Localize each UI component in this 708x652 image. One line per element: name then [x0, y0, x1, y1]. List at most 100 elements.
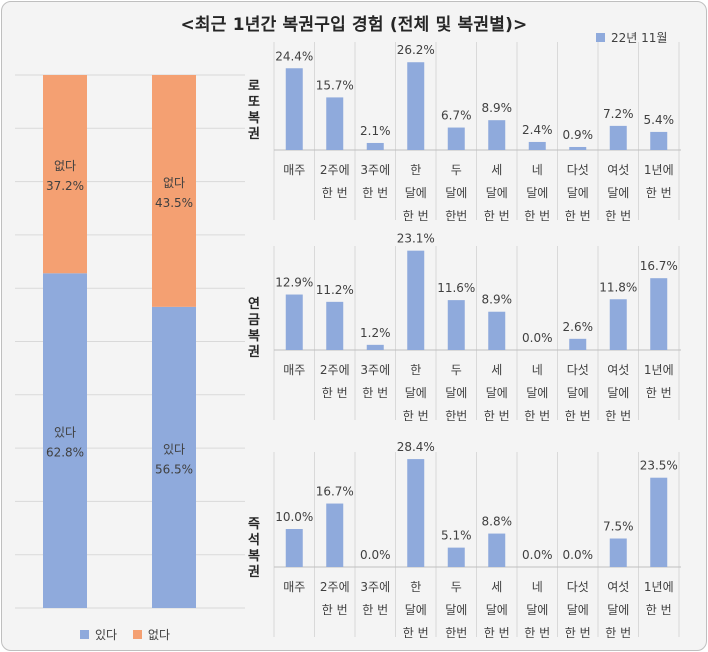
category-label-lotto-1: 매주	[283, 163, 305, 177]
legend-swatch-no	[132, 630, 142, 639]
bar-yes-2	[152, 306, 196, 608]
category-label-lotto-2: 2주에 한 번	[320, 163, 350, 200]
bar-lotto-7	[528, 141, 546, 150]
bar-instant-1	[285, 529, 303, 567]
bar-lotto-8	[569, 146, 587, 150]
value-label-instant-10: 23.5%	[640, 459, 678, 473]
bar-instant-5	[447, 547, 465, 567]
bar-instant-2	[326, 503, 344, 567]
data-label-no-2: 없다 43.5%	[155, 176, 193, 210]
bar-lotto-6	[488, 120, 506, 150]
value-label-pension-7: 0.0%	[522, 331, 553, 345]
category-label-pension-2: 2주에 한 번	[320, 363, 350, 400]
value-label-lotto-1: 24.4%	[275, 49, 313, 63]
bar-pension-5	[447, 300, 465, 350]
value-label-lotto-4: 26.2%	[397, 43, 435, 57]
bar-pension-9	[609, 299, 627, 350]
value-label-instant-4: 28.4%	[397, 440, 435, 454]
legend-item-no: 없다	[132, 626, 170, 643]
category-label-pension-6: 세 달에 한 번	[484, 363, 510, 423]
category-label-instant-8: 다섯 달에 한 번	[565, 580, 591, 640]
category-label-lotto-4: 한 달에 한 번	[403, 163, 429, 223]
value-label-instant-7: 0.0%	[522, 548, 553, 562]
value-label-pension-9: 11.8%	[599, 280, 637, 294]
top-legend: 22년 11월	[596, 29, 667, 46]
category-label-lotto-6: 세 달에 한 번	[484, 163, 510, 223]
bar-pension-1	[285, 294, 303, 350]
bar-lotto-1	[285, 68, 303, 150]
data-label-yes-2: 있다 56.5%	[155, 442, 193, 476]
value-label-instant-3: 0.0%	[360, 548, 391, 562]
bar-pension-8	[569, 338, 587, 350]
value-label-lotto-2: 15.7%	[316, 78, 354, 92]
category-label-pension-8: 다섯 달에 한 번	[565, 363, 591, 423]
category-label-lotto-10: 1년에 한 번	[644, 163, 674, 200]
category-label-instant-10: 1년에 한 번	[644, 580, 674, 617]
value-label-instant-6: 8.8%	[482, 515, 513, 529]
bar-pension-3	[366, 344, 384, 350]
value-label-pension-10: 16.7%	[640, 259, 678, 273]
value-label-lotto-10: 5.4%	[644, 113, 675, 127]
bar-lotto-5	[447, 127, 465, 150]
bar-lotto-4	[407, 62, 425, 151]
bar-pension-10	[650, 278, 668, 350]
bar-instant-4	[407, 459, 425, 567]
legend-swatch-yes	[79, 630, 89, 639]
legend-label-no: 없다	[147, 628, 170, 642]
category-label-lotto-9: 여섯 달에 한 번	[605, 163, 631, 223]
category-label-instant-9: 여섯 달에 한 번	[605, 580, 631, 640]
category-label-instant-4: 한 달에 한 번	[403, 580, 429, 640]
value-label-pension-8: 2.6%	[563, 320, 594, 334]
value-label-lotto-3: 2.1%	[360, 124, 391, 138]
bar-no-1	[43, 75, 87, 274]
legend-label-yes: 있다	[94, 628, 118, 642]
category-label-lotto-7: 네 달에 한 번	[524, 163, 550, 223]
chart-title: <최근 1년간 복권구입 경험 (전체 및 복권별)>	[180, 15, 528, 35]
legend-label-period: 22년 11월	[611, 31, 668, 45]
value-label-instant-2: 16.7%	[316, 485, 354, 499]
category-label-pension-4: 한 달에 한 번	[403, 363, 429, 423]
bar-instant-9	[609, 538, 627, 567]
value-label-instant-1: 10.0%	[275, 510, 313, 524]
value-label-pension-4: 23.1%	[397, 232, 435, 246]
category-label-pension-3: 3주에 한 번	[360, 363, 390, 400]
legend-swatch-blue	[596, 33, 605, 42]
value-label-lotto-7: 2.4%	[522, 123, 553, 137]
category-label-instant-6: 세 달에 한 번	[484, 580, 510, 640]
value-label-pension-3: 1.2%	[360, 326, 391, 340]
value-label-lotto-9: 7.2%	[603, 107, 634, 121]
category-label-pension-5: 두 달에 한번	[445, 363, 467, 423]
value-label-lotto-6: 8.9%	[482, 101, 513, 115]
category-label-pension-10: 1년에 한 번	[644, 363, 674, 400]
value-label-lotto-5: 6.7%	[441, 109, 472, 123]
bar-lotto-10	[650, 131, 668, 150]
category-label-lotto-3: 3주에 한 번	[360, 163, 390, 200]
bar-no-2	[152, 75, 196, 307]
category-label-instant-7: 네 달에 한 번	[524, 580, 550, 640]
bar-yes-1	[43, 273, 87, 608]
value-label-instant-9: 7.5%	[603, 520, 634, 534]
bar-instant-10	[650, 477, 668, 567]
bar-lotto-9	[609, 125, 627, 150]
category-label-instant-2: 2주에 한 번	[320, 580, 350, 617]
value-label-pension-6: 8.9%	[482, 293, 513, 307]
category-label-instant-3: 3주에 한 번	[360, 580, 390, 617]
category-label-instant-5: 두 달에 한번	[445, 580, 467, 640]
value-label-pension-5: 11.6%	[437, 281, 475, 295]
bar-pension-4	[407, 250, 425, 350]
value-label-lotto-8: 0.9%	[563, 128, 594, 142]
bar-lotto-3	[366, 142, 384, 150]
bar-pension-2	[326, 301, 344, 350]
category-label-lotto-8: 다섯 달에 한 번	[565, 163, 591, 223]
value-label-pension-1: 12.9%	[275, 276, 313, 290]
bar-pension-6	[488, 311, 506, 350]
category-label-instant-1: 매주	[283, 580, 305, 594]
category-label-pension-9: 여섯 달에 한 번	[605, 363, 631, 423]
value-label-instant-5: 5.1%	[441, 529, 472, 543]
value-label-pension-2: 11.2%	[316, 283, 354, 297]
